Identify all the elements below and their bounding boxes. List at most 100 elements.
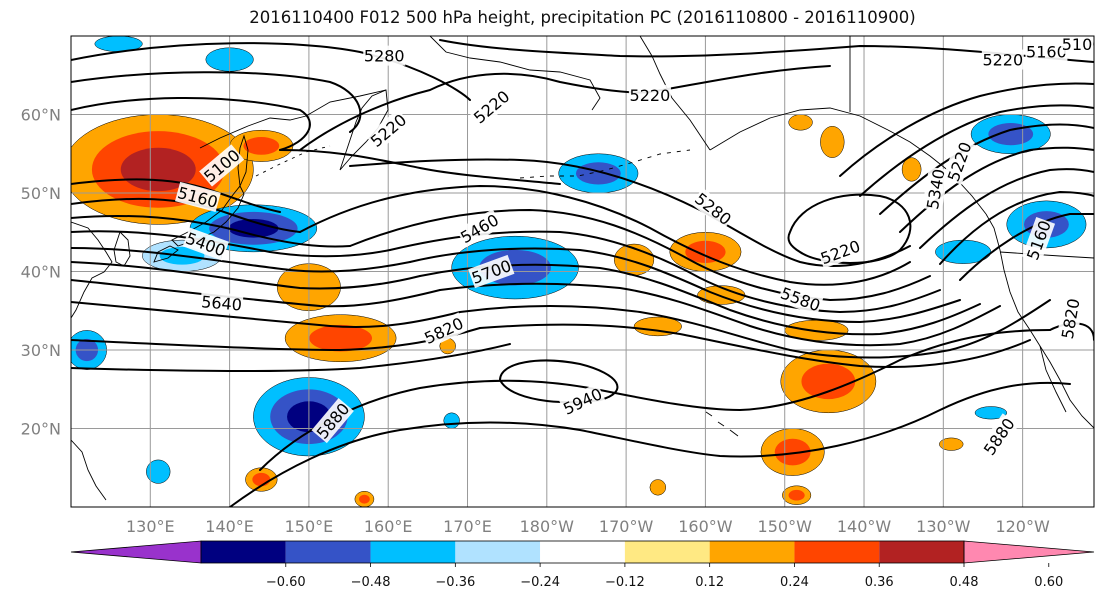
precip-shade [788, 114, 813, 131]
contour-label-halo [817, 235, 864, 269]
coast-hawaii [705, 411, 739, 437]
contour-label-halo [456, 209, 503, 248]
precip-shade [575, 162, 621, 185]
latitude-label: 30°N [21, 341, 61, 360]
contour-line [71, 230, 391, 258]
longitude-label: 130°E [126, 517, 175, 536]
precip-shade [252, 472, 271, 487]
longitude-label: 170°W [599, 517, 654, 536]
precip-patch [354, 491, 375, 507]
precip-shade [974, 406, 1008, 420]
contour-label-halo [690, 187, 737, 230]
precip-patch [649, 479, 667, 496]
precip-shade [801, 363, 856, 400]
contour-line [959, 213, 1094, 281]
colorbar-tick-label: −0.24 [520, 575, 560, 590]
contour-label-halo [199, 291, 244, 315]
coast-okhotsk [199, 89, 387, 149]
longitude-label: 170°E [443, 517, 492, 536]
precip-patch [558, 153, 639, 194]
precip-patch [820, 126, 845, 158]
contour-line [71, 301, 461, 329]
precip-patch [760, 428, 825, 476]
contour-line [71, 261, 421, 290]
contour-line [229, 381, 1071, 507]
precip-patch [788, 114, 813, 131]
colorbar-segment [540, 541, 625, 563]
contour-line [787, 193, 912, 264]
contour-label-text: 5280 [364, 47, 405, 66]
colorbar-extend-low [70, 540, 202, 564]
contour-label-halo [182, 227, 229, 261]
longitude-label: 180°W [520, 517, 575, 536]
colorbar-tick-label: −0.12 [605, 575, 645, 590]
contour-line [479, 323, 1031, 368]
contour-label-halo [1056, 296, 1084, 342]
contour-label: 5640 [199, 291, 244, 315]
contour-line [71, 247, 411, 273]
contour-label-halo [981, 49, 1024, 70]
colorbar-segment [285, 541, 371, 563]
contour-line [409, 247, 961, 323]
precip-patch [780, 349, 877, 414]
contour-line [389, 230, 941, 313]
coast-baja [1039, 345, 1067, 413]
contour-line [919, 168, 1094, 249]
precip-patch [939, 437, 964, 451]
precip-shade [939, 437, 964, 451]
contour-line [279, 149, 561, 185]
contour-label-halo [978, 413, 1020, 460]
contour-label-halo [1021, 216, 1056, 264]
latitude-label: 60°N [21, 106, 61, 125]
colorbar-tick-label: 0.36 [865, 575, 894, 590]
contour-line [71, 71, 362, 133]
coast-kurils [255, 145, 331, 177]
precip-shade [774, 438, 811, 466]
precip-shade [228, 219, 279, 238]
colorbar-outline [200, 540, 965, 564]
contour-label-halo [942, 138, 976, 185]
precip-shade [820, 126, 845, 158]
map-title: 2016110400 F012 500 hPa height, precipit… [249, 8, 916, 27]
precip-patch [284, 314, 397, 363]
contour-label-halo [468, 85, 514, 128]
coast-chukotka [429, 36, 601, 111]
contour-line [839, 82, 1094, 177]
precip-patch [782, 485, 812, 505]
precip-shade [649, 479, 667, 496]
contour-label-text: 5220 [982, 51, 1023, 70]
longitude-label: 140°W [837, 517, 892, 536]
contour-label-halo [365, 109, 411, 152]
contour-line [459, 299, 1051, 359]
contour-line [879, 123, 1094, 215]
colorbar-tick-label: −0.36 [435, 575, 475, 590]
colorbar-segment [709, 541, 795, 563]
contour-label-halo [175, 181, 221, 213]
precip-shade [243, 137, 280, 155]
latitude-label: 20°N [21, 420, 61, 439]
contour-label-halo [420, 312, 467, 349]
contour-label-halo [311, 398, 354, 444]
colorbar-segment [201, 541, 286, 563]
contour-line [259, 329, 1051, 471]
precip-patch [974, 406, 1008, 420]
contour-label: 5160 [1025, 41, 1068, 62]
longitude-label: 150°E [285, 517, 334, 536]
colorbar-tick-label: 0.60 [1034, 575, 1063, 590]
precip-shade [788, 489, 805, 501]
coast-aleutians [519, 149, 691, 179]
contour-label-halo [363, 45, 406, 66]
longitude-label: 120°W [995, 517, 1050, 536]
colorbar-segment [794, 541, 880, 563]
contour-label-halo [777, 282, 824, 316]
latitude-labels: 60°N 50°N 40°N 30°N 20°N [21, 106, 61, 439]
precip-shade [633, 316, 682, 337]
contour-line [71, 279, 441, 308]
precip-patch [901, 157, 922, 182]
colorbar-tick-label: −0.48 [351, 575, 391, 590]
precip-shade [309, 324, 373, 352]
colorbar-extend-high [963, 540, 1095, 564]
contour-line [439, 282, 1001, 347]
contour-label-halo [628, 84, 671, 105]
precip-patch [633, 316, 682, 337]
